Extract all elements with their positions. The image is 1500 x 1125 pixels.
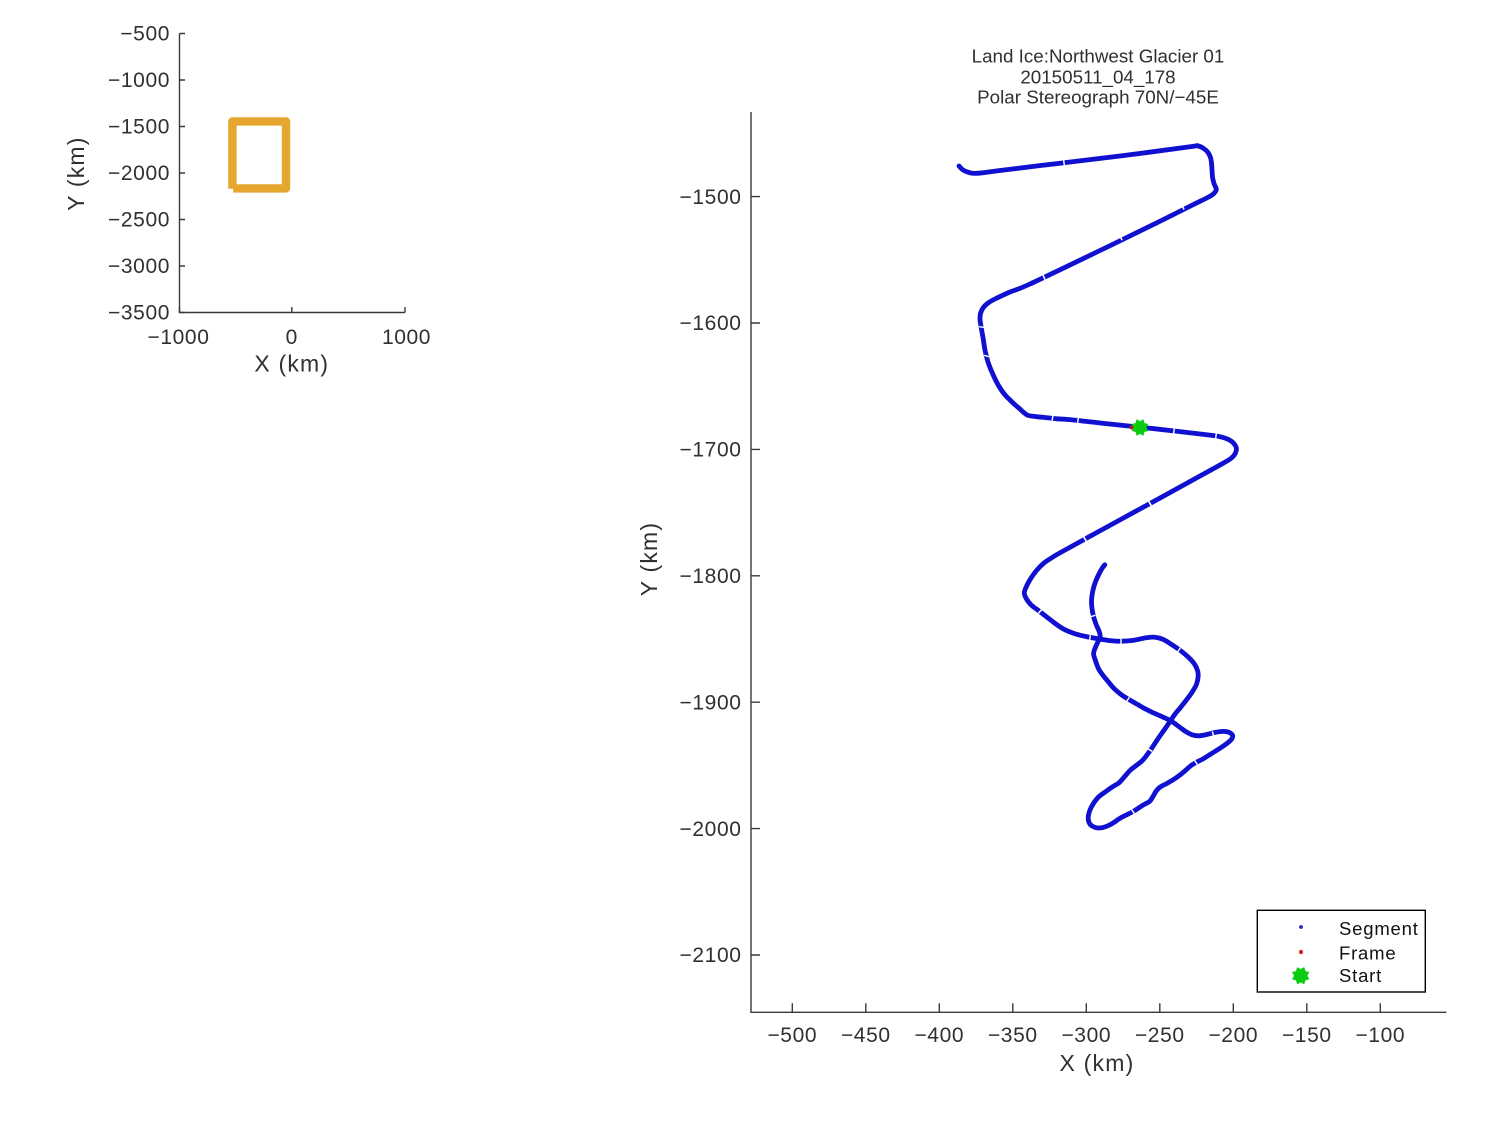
svg-text:Segment: Segment: [1339, 918, 1419, 939]
svg-text:−1700: −1700: [680, 439, 742, 462]
svg-text:−2000: −2000: [108, 162, 170, 185]
svg-text:−2000: −2000: [680, 818, 742, 841]
svg-text:−450: −450: [841, 1024, 891, 1047]
svg-text:−1500: −1500: [108, 116, 170, 139]
svg-text:−3000: −3000: [108, 255, 170, 278]
svg-text:Land Ice:Northwest Glacier 01: Land Ice:Northwest Glacier 01: [972, 46, 1225, 67]
svg-text:Frame: Frame: [1339, 943, 1396, 964]
svg-text:−1000: −1000: [148, 326, 210, 349]
svg-text:−2500: −2500: [108, 209, 170, 232]
svg-text:X (km): X (km): [254, 351, 329, 377]
svg-text:−2100: −2100: [680, 944, 742, 967]
svg-text:−100: −100: [1355, 1024, 1405, 1047]
svg-text:Start: Start: [1339, 965, 1382, 986]
svg-text:−250: −250: [1135, 1024, 1185, 1047]
svg-text:−3500: −3500: [108, 302, 170, 325]
svg-text:−1500: −1500: [680, 186, 742, 209]
svg-text:0: 0: [286, 326, 298, 349]
svg-text:−350: −350: [988, 1024, 1038, 1047]
svg-text:−500: −500: [120, 23, 170, 46]
svg-text:−300: −300: [1061, 1024, 1111, 1047]
svg-text:−150: −150: [1282, 1024, 1332, 1047]
svg-text:−1600: −1600: [680, 312, 742, 335]
svg-text:−400: −400: [914, 1024, 964, 1047]
svg-text:−1800: −1800: [680, 565, 742, 588]
svg-text:X (km): X (km): [1060, 1050, 1135, 1076]
svg-text:−200: −200: [1208, 1024, 1258, 1047]
svg-text:−1000: −1000: [108, 69, 170, 92]
svg-text:−1900: −1900: [680, 691, 742, 714]
svg-text:1000: 1000: [382, 326, 431, 349]
svg-text:Polar Stereograph 70N/−45E: Polar Stereograph 70N/−45E: [977, 87, 1219, 108]
svg-text:20150511_04_178: 20150511_04_178: [1020, 66, 1175, 88]
svg-text:Y (km): Y (km): [636, 522, 662, 597]
svg-text:Y (km): Y (km): [63, 136, 89, 211]
svg-text:−500: −500: [767, 1024, 817, 1047]
